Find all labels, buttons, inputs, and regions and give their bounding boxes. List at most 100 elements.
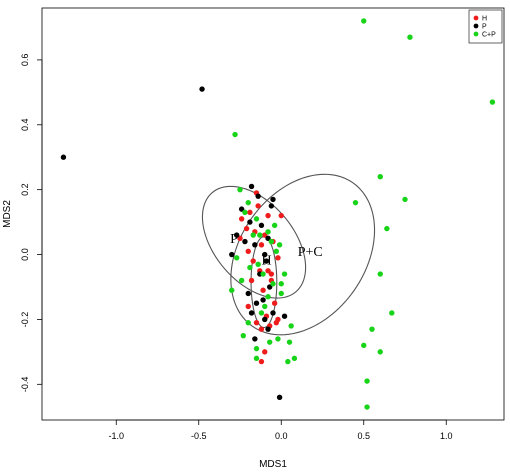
point-c-plus-p <box>281 271 288 277</box>
x-axis-title: MDS1 <box>259 459 287 470</box>
point-h <box>245 248 251 255</box>
point-c-plus-p <box>364 378 370 384</box>
legend-label: P <box>482 24 487 31</box>
point-p <box>242 238 248 245</box>
point-p <box>199 86 205 92</box>
point-p <box>270 196 276 203</box>
annotation-label: H <box>261 253 271 268</box>
point-c-plus-p <box>260 271 266 277</box>
point-c-plus-p <box>276 242 283 248</box>
point-c-plus-p <box>285 358 291 365</box>
point-h <box>265 212 271 219</box>
point-c-plus-p <box>361 18 367 24</box>
point-p <box>252 336 258 342</box>
x-tick-label: 0.0 <box>275 431 288 441</box>
point-c-plus-p <box>238 277 245 284</box>
point-c-plus-p <box>250 232 256 238</box>
point-c-plus-p <box>377 271 383 277</box>
ellipse-p <box>201 185 307 299</box>
ellipse-annotations: P H P+C <box>230 232 323 268</box>
point-c-plus-p <box>369 326 375 332</box>
point-c-plus-p <box>245 319 251 326</box>
ellipse-p-plus-c <box>230 173 376 336</box>
point-c-plus-p <box>352 199 359 206</box>
annotation-label: P <box>230 232 238 247</box>
point-c-plus-p <box>361 342 367 349</box>
legend-marker <box>473 23 479 29</box>
point-c-plus-p <box>275 336 281 342</box>
point-c-plus-p <box>247 264 253 271</box>
y-tick-label: 0.6 <box>20 54 30 67</box>
plot-frame <box>41 7 505 421</box>
point-p <box>262 251 268 258</box>
point-h <box>262 232 268 238</box>
legend: HPC+P <box>468 9 503 44</box>
point-h <box>268 271 275 277</box>
point-c-plus-p <box>245 199 251 206</box>
legend-label: H <box>482 16 487 23</box>
x-tick-label: -0.5 <box>191 431 207 441</box>
point-c-plus-p <box>278 290 284 297</box>
point-c-plus-p <box>232 131 238 138</box>
point-c-plus-p <box>270 281 276 287</box>
y-axis: -0.4 -0.2 0.0 0.2 0.4 0.6 <box>20 54 43 393</box>
legend-label: C+P <box>482 32 496 39</box>
point-p <box>281 313 288 319</box>
point-c-plus-p <box>384 225 390 232</box>
point-c-plus-p <box>271 222 278 229</box>
legend-marker <box>473 31 479 37</box>
data-points <box>60 18 496 410</box>
point-c-plus-p <box>265 294 271 300</box>
point-h <box>253 319 260 326</box>
point-c-plus-p <box>364 404 370 410</box>
y-tick-label: -0.4 <box>20 377 30 393</box>
point-h <box>260 287 266 293</box>
point-c-plus-p <box>253 216 260 222</box>
point-p <box>255 193 261 199</box>
point-h <box>243 225 250 232</box>
point-c-plus-p <box>229 287 235 293</box>
y-tick-label: 0.0 <box>20 248 30 261</box>
point-h <box>278 212 284 219</box>
annotation-label: P+C <box>298 245 323 260</box>
point-p <box>234 232 240 238</box>
point-h <box>275 255 281 261</box>
point-h <box>265 268 271 274</box>
point-c-plus-p <box>253 355 260 362</box>
point-c-plus-p <box>389 310 395 316</box>
y-tick-label: 0.2 <box>20 183 30 196</box>
point-p <box>253 300 260 306</box>
x-tick-label: 0.5 <box>357 431 370 441</box>
point-p <box>60 154 67 160</box>
point-c-plus-p <box>268 238 275 245</box>
point-p <box>238 206 245 212</box>
point-p <box>270 310 276 316</box>
point-c-plus-p <box>377 349 383 355</box>
x-axis: -1.0 -0.5 0.0 0.5 1.0 <box>108 419 453 441</box>
point-p <box>262 316 268 323</box>
legend-marker <box>473 15 479 21</box>
point-p <box>265 235 271 242</box>
point-h <box>247 209 253 216</box>
point-c-plus-p <box>402 196 408 203</box>
point-c-plus-p <box>286 339 293 345</box>
point-h <box>258 242 265 248</box>
point-h <box>258 358 265 365</box>
confidence-ellipses <box>201 173 376 336</box>
point-h <box>271 300 278 306</box>
point-c-plus-p <box>237 186 243 193</box>
point-p <box>263 258 270 264</box>
point-h <box>248 277 255 284</box>
y-tick-label: 0.4 <box>20 119 30 132</box>
point-p <box>247 219 253 225</box>
point-c-plus-p <box>262 303 268 310</box>
point-p <box>229 251 235 258</box>
x-tick-label: 1.0 <box>440 431 453 441</box>
point-c-plus-p <box>253 345 260 352</box>
point-p <box>267 284 273 290</box>
y-axis-title: MDS2 <box>2 200 13 228</box>
point-p <box>265 326 271 332</box>
point-c-plus-p <box>278 281 284 287</box>
point-h <box>237 235 243 242</box>
